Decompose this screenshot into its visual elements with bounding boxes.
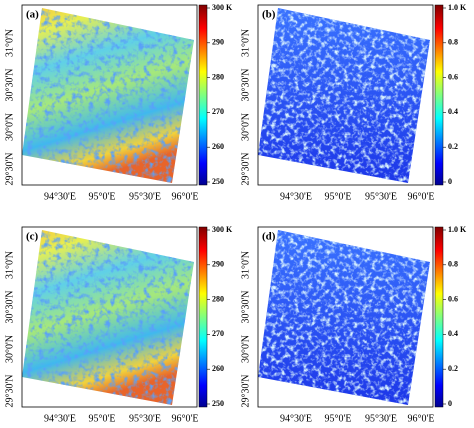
panel: (d) 1.0 K 0.8 0.6 0.4 0.2 0 31°0'N 30°30'N 30°0'N… [240,225,467,424]
longitude-label: 95°30'E [129,413,161,424]
longitude-label: 95°0'E [89,413,116,424]
colorbar-label: 0 [448,399,452,408]
longitude-label: 96°0'E [408,191,435,202]
longitude-label: 95°0'E [89,191,116,202]
latitude-label: 30°0'N [4,113,15,141]
colorbar-label: 1.0 K [448,225,467,234]
latitude-label: 31°0'N [240,29,251,57]
longitude-label: 94°30'E [280,413,312,424]
longitude-label: 95°30'E [129,191,161,202]
latitude-label: 31°0'N [240,251,251,279]
latitude-label: 30°0'N [4,335,15,363]
latitude-label: 29°30'N [4,374,15,407]
latitude-label: 30°30'N [240,290,251,323]
colorbar-label: 290 [212,260,224,269]
longitude-label: 95°0'E [325,191,352,202]
latitude-label: 31°0'N [4,29,15,57]
latitude-label: 30°0'N [240,113,251,141]
panel-label: (c) [26,231,39,243]
colorbar-label: 300 K [212,225,233,234]
colorbar [434,226,444,408]
colorbar-label: 0.6 [448,72,458,81]
colorbar-label: 260 [212,142,224,151]
panel-label: (a) [26,9,39,21]
panel: (a) 300 K 290 280 270 260 250 31°0'N 30°30'N 30°0… [4,3,233,202]
latitude-label: 29°30'N [240,374,251,407]
colorbar-label: 270 [212,329,224,338]
latitude-label: 29°30'N [240,152,251,185]
colorbar-label: 290 [212,38,224,47]
panel: (b) 1.0 K 0.8 0.6 0.4 0.2 0 31°0'N 30°30'N 30°0'N… [240,3,467,202]
colorbar-label: 0.4 [448,329,458,338]
colorbar-label: 250 [212,399,224,408]
colorbar-label: 250 [212,177,224,186]
colorbar [198,226,208,408]
map-texture [258,230,430,405]
longitude-label: 96°0'E [172,413,199,424]
colorbar-label: 0.2 [448,364,458,373]
map-frame [21,226,198,408]
latitude-label: 30°0'N [240,335,251,363]
longitude-label: 94°30'E [280,191,312,202]
latitude-label: 29°30'N [4,152,15,185]
colorbar-label: 0 [448,177,452,186]
map-frame [257,4,434,186]
longitude-label: 96°0'E [172,191,199,202]
longitude-label: 96°0'E [408,413,435,424]
longitude-label: 95°30'E [365,413,397,424]
colorbar-label: 300 K [212,3,233,12]
colorbar-label: 280 [212,294,224,303]
panel-label: (b) [262,9,276,21]
latitude-label: 30°30'N [4,290,15,323]
longitude-label: 94°30'E [44,191,76,202]
panel: (c) 300 K 290 280 270 260 250 31°0'N 30°30'N 30°0… [4,225,233,424]
latitude-label: 31°0'N [4,251,15,279]
map-texture [22,8,194,183]
map-texture [22,230,194,405]
map-texture [258,8,430,183]
colorbar-label: 0.4 [448,107,458,116]
longitude-label: 95°30'E [365,191,397,202]
colorbar [198,4,208,186]
colorbar-label: 0.8 [448,260,458,269]
colorbar-label: 0.8 [448,38,458,47]
map-frame [21,4,198,186]
colorbar [434,4,444,186]
longitude-label: 95°0'E [325,413,352,424]
colorbar-label: 1.0 K [448,3,467,12]
colorbar-label: 0.2 [448,142,458,151]
latitude-label: 30°30'N [240,68,251,101]
colorbar-label: 270 [212,107,224,116]
latitude-label: 30°30'N [4,68,15,101]
map-frame [257,226,434,408]
panel-label: (d) [262,231,276,243]
colorbar-label: 0.6 [448,294,458,303]
colorbar-label: 260 [212,364,224,373]
colorbar-label: 280 [212,72,224,81]
longitude-label: 94°30'E [44,413,76,424]
